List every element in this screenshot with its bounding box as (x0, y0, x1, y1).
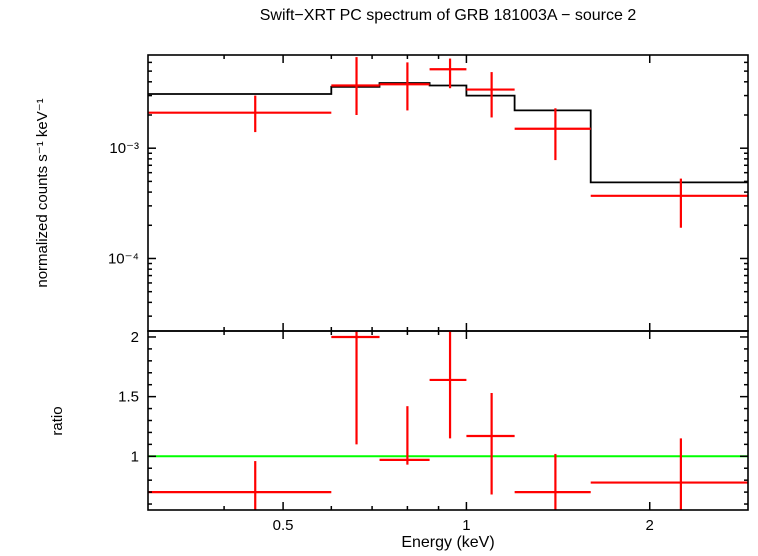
x-tick-label: 0.5 (273, 517, 294, 534)
x-axis-label-energy: Energy (keV) (401, 534, 495, 551)
x-tick-label: 1 (462, 517, 470, 534)
ratio-y-tick-label: 1.5 (118, 389, 139, 406)
spectrum-panel-content (148, 57, 748, 228)
spectrum-y-tick-label: 10⁻⁴ (108, 250, 139, 267)
ratio-y-tick-label: 1 (131, 448, 139, 465)
ratio-panel-border (147, 330, 749, 511)
ratio-panel-content (148, 331, 748, 510)
plot-title: Swift−XRT PC spectrum of GRB 181003A − s… (259, 7, 637, 24)
spectrum-y-tick-label: 10⁻³ (109, 140, 139, 157)
model-step-line (148, 82, 748, 184)
ratio-y-tick-label: 2 (131, 329, 139, 346)
spectrum-panel-border (147, 54, 749, 332)
spectrum-axis-ticks (148, 55, 748, 331)
x-tick-label: 2 (646, 517, 654, 534)
